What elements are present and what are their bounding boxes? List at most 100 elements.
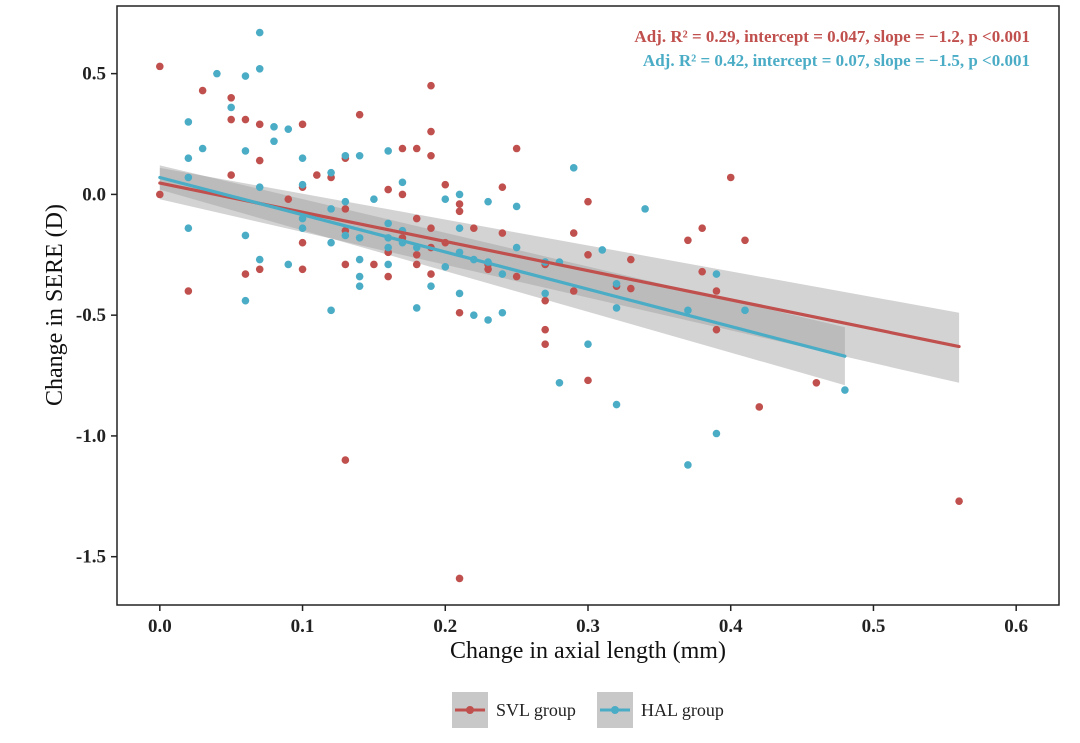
svl-data-point — [627, 284, 635, 293]
hal-data-point — [541, 289, 549, 298]
hal-data-point — [327, 168, 335, 177]
svl-data-point — [255, 265, 264, 274]
svl-data-point — [584, 197, 592, 206]
svl-data-point — [412, 214, 421, 223]
svl-data-point — [455, 200, 464, 208]
svl-data-point — [584, 376, 592, 385]
hal-data-point — [841, 386, 849, 394]
hal-data-point — [569, 164, 578, 172]
hal-data-point — [241, 72, 250, 80]
svl-data-point — [227, 93, 235, 102]
svl-data-point — [398, 190, 407, 199]
hal-data-point — [455, 224, 464, 233]
svl-data-point — [298, 265, 307, 274]
svl-confidence-band — [159, 167, 960, 383]
svl-data-point — [812, 378, 821, 387]
svl-data-point — [712, 287, 721, 295]
hal-data-point — [241, 231, 250, 240]
y-tick-label: -1.5 — [76, 547, 106, 568]
hal-data-point — [612, 304, 621, 312]
svl-data-point — [455, 308, 464, 317]
legend-label-svl: SVL group — [496, 700, 576, 720]
svl-data-point — [384, 272, 392, 281]
svl-data-point — [741, 236, 749, 245]
svl-data-point — [427, 81, 435, 90]
svl-data-point — [412, 250, 421, 259]
svl-data-point — [441, 180, 450, 189]
hal-data-point — [712, 270, 721, 278]
hal-data-point — [555, 378, 564, 387]
hal-data-point — [327, 306, 335, 315]
y-tick-label: 0.5 — [82, 64, 106, 85]
x-tick-label: 0.1 — [291, 616, 315, 637]
hal-data-point — [298, 180, 307, 189]
svl-data-point — [541, 296, 549, 305]
legend-dot-svl — [466, 706, 474, 714]
svl-data-point — [341, 456, 350, 464]
hal-data-point — [284, 125, 293, 133]
svl-data-point — [512, 272, 521, 281]
hal-data-point — [341, 151, 350, 160]
hal-data-point — [355, 255, 364, 264]
x-axis: 0.0 0.1 0.2 0.3 0.4 0.5 0.6 — [148, 605, 1028, 637]
y-axis: 0.5 0.0 -0.5 -1.0 -1.5 — [76, 64, 117, 568]
svl-data-point — [184, 287, 193, 295]
x-tick-label: 0.0 — [148, 616, 172, 637]
svl-data-point — [427, 270, 435, 278]
svl-data-point — [298, 238, 307, 247]
hal-data-point — [241, 147, 250, 155]
svl-data-point — [541, 340, 549, 348]
hal-data-point — [455, 289, 464, 298]
svl-data-point — [512, 144, 521, 153]
hal-data-point — [227, 103, 235, 112]
hal-data-point — [684, 306, 692, 315]
svl-data-point — [684, 236, 692, 245]
svl-data-point — [569, 229, 578, 237]
svl-data-point — [541, 325, 549, 334]
hal-data-point — [441, 195, 450, 204]
hal-data-point — [612, 279, 621, 288]
svl-data-point — [412, 260, 421, 269]
svl-data-point — [698, 267, 706, 276]
hal-data-point — [384, 260, 392, 269]
plot-area — [116, 5, 1060, 606]
svl-data-point — [955, 497, 963, 505]
x-tick-label: 0.6 — [1004, 616, 1028, 637]
hal-data-point — [184, 173, 193, 182]
svl-data-point — [584, 250, 592, 259]
hal-data-point — [255, 183, 264, 191]
svl-data-point — [455, 207, 464, 216]
hal-data-point — [441, 263, 450, 271]
hal-data-point — [341, 231, 350, 240]
hal-data-point — [384, 243, 392, 252]
svl-data-point — [412, 144, 421, 153]
hal-data-point — [612, 400, 621, 409]
hal-data-point — [355, 282, 364, 290]
y-tick-label: -1.0 — [76, 426, 106, 447]
x-tick-label: 0.3 — [576, 616, 600, 637]
legend-dot-hal — [611, 706, 619, 714]
hal-data-point — [355, 272, 364, 281]
hal-data-point — [398, 178, 407, 187]
hal-data-point — [255, 28, 264, 37]
hal-data-point — [370, 195, 378, 204]
hal-data-point — [384, 147, 392, 155]
hal-data-point — [327, 238, 335, 247]
svl-data-point — [398, 144, 407, 153]
svl-data-point — [370, 260, 378, 269]
hal-data-point — [355, 151, 364, 160]
hal-fit-line — [158, 175, 847, 358]
svl-regression-annotation: Adj. R² = 0.29, intercept = 0.047, slope… — [634, 27, 1030, 46]
hal-data-point — [641, 205, 649, 213]
hal-data-point — [270, 122, 278, 131]
svl-data-point — [241, 115, 250, 124]
svl-fit-line — [158, 181, 961, 349]
x-tick-label: 0.2 — [433, 616, 457, 637]
hal-data-point — [241, 296, 250, 305]
hal-data-point — [341, 197, 350, 206]
hal-data-point — [498, 308, 507, 317]
svl-data-point — [712, 325, 721, 334]
svl-data-point — [569, 287, 578, 295]
svl-data-point — [227, 171, 235, 179]
